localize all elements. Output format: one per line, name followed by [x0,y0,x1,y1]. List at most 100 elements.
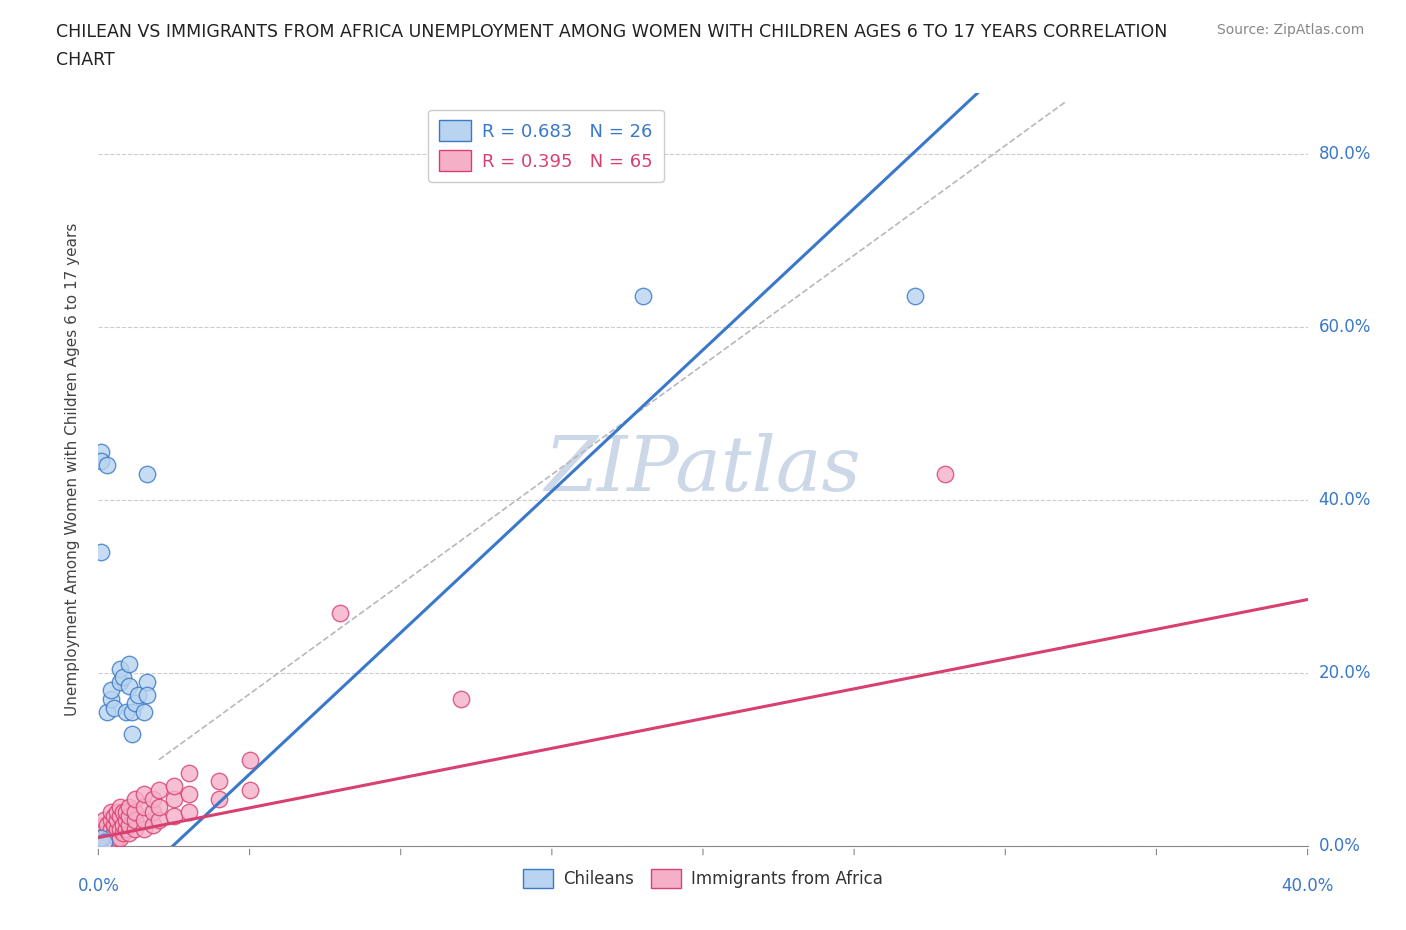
Point [105,821,128,836]
Point [118,679,141,694]
Point [124,791,146,806]
Point [100,813,122,828]
Text: 40.0%: 40.0% [1319,491,1371,509]
Point [163,808,186,823]
Point [163,778,186,793]
Point [208,774,231,789]
Point [96,458,118,472]
Point [105,804,128,819]
Point [93,830,115,845]
Point [96,705,118,720]
Point [90,544,112,559]
Point [114,813,136,828]
Point [114,821,136,836]
Point [124,696,146,711]
Text: 80.0%: 80.0% [1319,144,1371,163]
Text: 20.0%: 20.0% [1319,664,1371,682]
Point [114,804,136,819]
Point [132,813,155,828]
Point [111,817,134,832]
Point [108,674,131,689]
Point [90,830,112,845]
Point [100,683,122,698]
Point [135,687,157,702]
Point [90,821,112,836]
Point [121,705,143,720]
Point [450,692,472,707]
Point [96,826,118,841]
Point [239,752,262,767]
Point [148,782,170,797]
Text: CHILEAN VS IMMIGRANTS FROM AFRICA UNEMPLOYMENT AMONG WOMEN WITH CHILDREN AGES 6 : CHILEAN VS IMMIGRANTS FROM AFRICA UNEMPL… [56,23,1167,41]
Legend: Chileans, Immigrants from Africa: Chileans, Immigrants from Africa [516,862,890,895]
Point [111,804,134,819]
Point [118,800,141,815]
Text: ZIPatlas: ZIPatlas [544,432,862,507]
Point [100,821,122,836]
Point [148,813,170,828]
Point [90,830,112,845]
Point [124,804,146,819]
Point [329,605,352,620]
Point [132,821,155,836]
Text: Source: ZipAtlas.com: Source: ZipAtlas.com [1216,23,1364,37]
Point [118,826,141,841]
Point [100,692,122,707]
Point [121,726,143,741]
Point [118,657,141,671]
Point [148,800,170,815]
Point [631,289,654,304]
Point [934,467,956,482]
Point [239,782,262,797]
Point [103,817,125,832]
Point [179,804,201,819]
Point [124,821,146,836]
Point [118,808,141,823]
Point [132,800,155,815]
Point [108,800,131,815]
Point [93,834,115,849]
Point [108,661,131,676]
Point [108,830,131,845]
Point [179,765,201,780]
Point [208,791,231,806]
Point [93,813,115,828]
Point [100,830,122,845]
Point [103,700,125,715]
Point [93,817,115,832]
Point [132,705,155,720]
Point [93,834,115,849]
Point [93,821,115,836]
Point [90,834,112,849]
Point [90,445,112,459]
Point [118,817,141,832]
Text: 60.0%: 60.0% [1319,318,1371,336]
Point [135,467,157,482]
Point [108,821,131,836]
Text: 0.0%: 0.0% [77,877,120,895]
Point [103,834,125,849]
Point [90,454,112,469]
Point [103,808,125,823]
Point [163,791,186,806]
Point [100,804,122,819]
Point [179,787,201,802]
Point [124,813,146,828]
Text: 40.0%: 40.0% [1281,877,1334,895]
Point [127,687,149,702]
Point [111,826,134,841]
Text: 0.0%: 0.0% [1319,837,1361,856]
Point [132,787,155,802]
Point [135,674,157,689]
Point [103,826,125,841]
Text: CHART: CHART [56,51,115,69]
Point [904,289,927,304]
Point [96,817,118,832]
Point [108,808,131,823]
Point [111,670,134,684]
Point [105,830,128,845]
Point [90,826,112,841]
Point [96,834,118,849]
Y-axis label: Unemployment Among Women with Children Ages 6 to 17 years: Unemployment Among Women with Children A… [65,223,80,716]
Point [142,791,165,806]
